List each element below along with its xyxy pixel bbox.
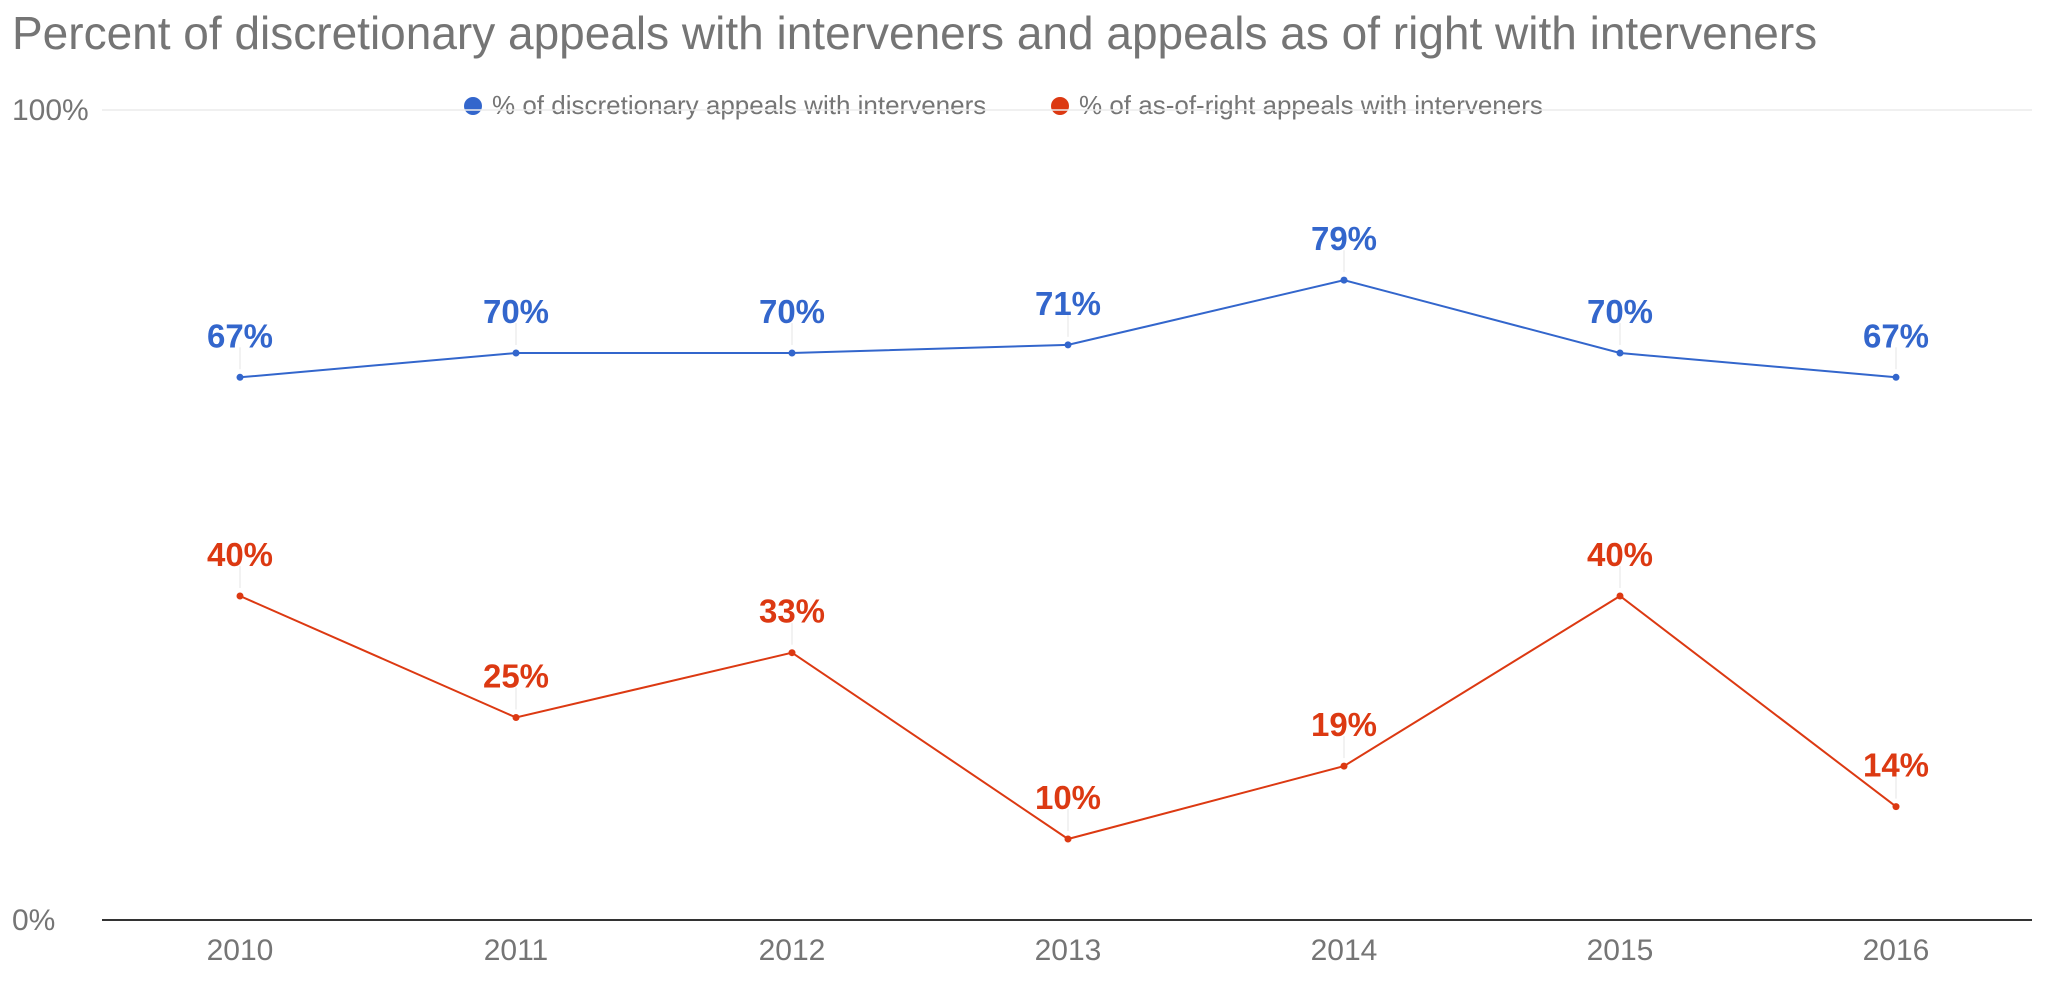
x-tick-label: 2013 — [1035, 934, 1102, 967]
data-label: 40% — [207, 536, 273, 573]
data-point — [512, 714, 520, 721]
data-point — [1892, 373, 1900, 381]
legend-label-as-of-right: % of as-of-right appeals with intervener… — [1079, 90, 1543, 120]
data-label: 79% — [1311, 220, 1377, 257]
data-point — [236, 592, 244, 600]
data-point — [1616, 349, 1624, 357]
data-label: 70% — [759, 293, 825, 330]
x-tick-label: 2015 — [1587, 934, 1654, 967]
data-label: 67% — [1863, 317, 1929, 354]
legend: % of discretionary appeals with interven… — [0, 90, 2046, 130]
data-label: 71% — [1035, 285, 1101, 322]
data-label: 14% — [1863, 747, 1929, 784]
x-tick-label: 2014 — [1311, 934, 1378, 967]
data-label: 70% — [483, 293, 549, 330]
data-label: 33% — [759, 593, 825, 630]
data-point — [512, 349, 520, 357]
legend-label-discretionary: % of discretionary appeals with interven… — [492, 90, 987, 120]
data-label: 19% — [1311, 706, 1377, 743]
x-tick-label: 2010 — [207, 934, 274, 967]
y-tick-label: 100% — [12, 94, 89, 127]
data-point — [1616, 592, 1624, 600]
data-label: 40% — [1587, 536, 1653, 573]
data-point — [1340, 762, 1348, 770]
data-point — [788, 649, 796, 657]
data-point — [1340, 276, 1348, 284]
data-label: 25% — [483, 658, 549, 695]
data-label: 67% — [207, 317, 273, 354]
data-point — [1892, 803, 1900, 811]
legend-item-discretionary: % of discretionary appeals with interven… — [464, 90, 986, 121]
data-point — [788, 349, 796, 357]
x-tick-label: 2016 — [1863, 934, 1930, 967]
x-tick-label: 2012 — [759, 934, 826, 967]
chart-title: Percent of discretionary appeals with in… — [12, 7, 1818, 59]
data-point — [1064, 341, 1072, 349]
y-tick-label: 0% — [12, 904, 55, 937]
data-label: 10% — [1035, 779, 1101, 816]
x-tick-label: 2011 — [484, 934, 549, 967]
legend-item-as-of-right: % of as-of-right appeals with intervener… — [1051, 90, 1543, 121]
data-point — [1064, 835, 1072, 843]
data-label: 70% — [1587, 293, 1653, 330]
data-point — [236, 373, 244, 381]
